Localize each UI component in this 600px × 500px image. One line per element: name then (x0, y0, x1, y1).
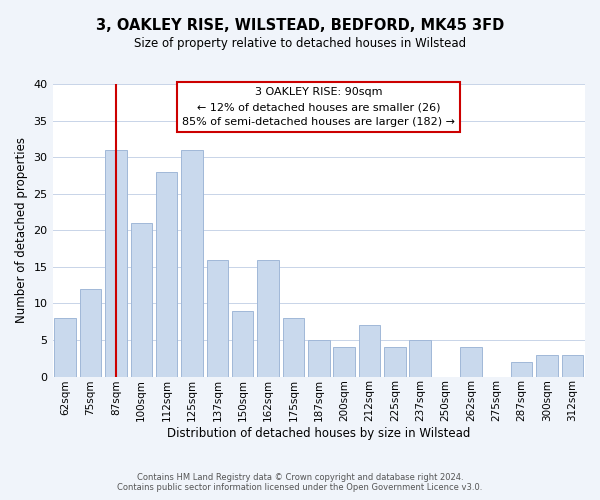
Bar (80, 289, 101, 376)
Text: Contains public sector information licensed under the Open Government Licence v3: Contains public sector information licen… (118, 484, 482, 492)
X-axis label: Distribution of detached houses by size in Wilstead: Distribution of detached houses by size … (167, 427, 470, 440)
Text: Size of property relative to detached houses in Wilstead: Size of property relative to detached ho… (134, 38, 466, 51)
Bar (232, 310, 253, 376)
Text: 3 OAKLEY RISE: 90sqm
← 12% of detached houses are smaller (26)
85% of semi-detac: 3 OAKLEY RISE: 90sqm ← 12% of detached h… (182, 87, 455, 128)
Bar (359, 326, 380, 376)
Bar (206, 260, 228, 376)
Bar (156, 172, 178, 376)
Bar (105, 150, 127, 376)
Bar (283, 318, 304, 376)
Bar (460, 348, 482, 376)
Bar (181, 150, 203, 376)
Text: 3, OAKLEY RISE, WILSTEAD, BEDFORD, MK45 3FD: 3, OAKLEY RISE, WILSTEAD, BEDFORD, MK45 … (96, 18, 504, 32)
Bar (334, 348, 355, 376)
Bar (409, 340, 431, 376)
Bar (384, 348, 406, 376)
Bar (511, 362, 532, 376)
Bar (257, 260, 279, 376)
Text: Contains HM Land Registry data © Crown copyright and database right 2024.: Contains HM Land Registry data © Crown c… (137, 472, 463, 482)
Bar (536, 354, 558, 376)
Y-axis label: Number of detached properties: Number of detached properties (15, 138, 28, 324)
Bar (562, 354, 583, 376)
Bar (55, 318, 76, 376)
Bar (308, 340, 329, 376)
Bar (131, 223, 152, 376)
